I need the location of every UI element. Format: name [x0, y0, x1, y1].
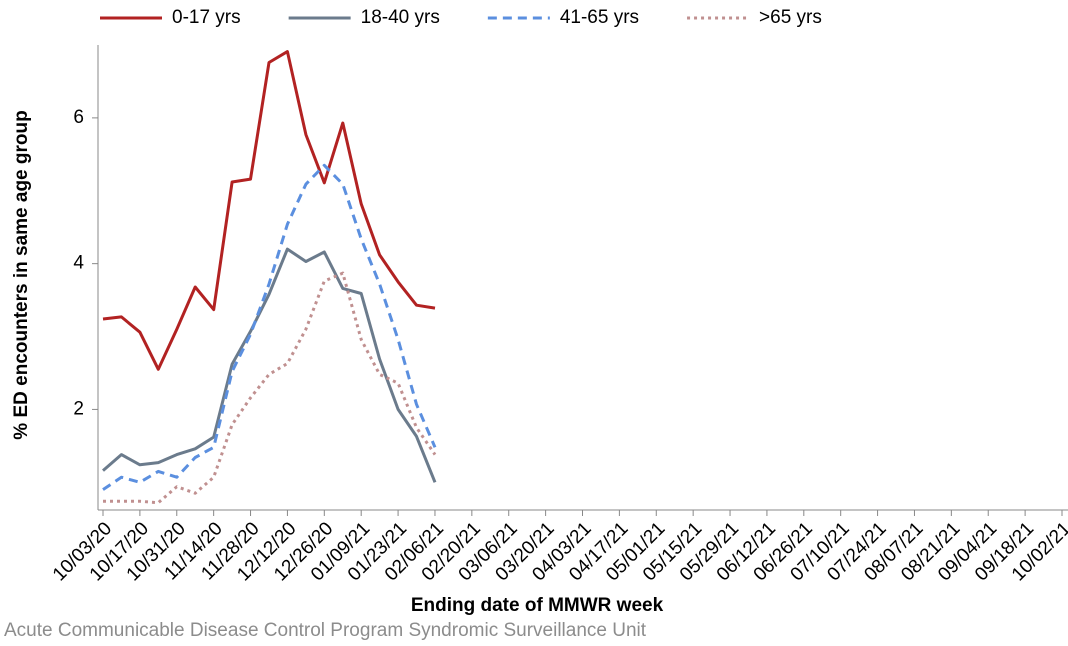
y-axis-title: % ED encounters in same age group	[11, 110, 32, 439]
legend-label: 41-65 yrs	[560, 7, 639, 28]
legend-label: >65 yrs	[759, 7, 822, 28]
series-line	[102, 50, 436, 371]
y-tick-label: 2	[73, 398, 84, 419]
x-axis-title: Ending date of MMWR week	[411, 595, 664, 616]
series-line	[102, 247, 437, 483]
series-line	[102, 163, 437, 491]
legend-label: 18-40 yrs	[361, 7, 440, 28]
series-line	[103, 271, 437, 505]
legend-label: 0-17 yrs	[172, 7, 241, 28]
source-note: Acute Communicable Disease Control Progr…	[4, 620, 647, 641]
y-tick-label: 6	[73, 107, 84, 128]
y-tick-label: 4	[73, 253, 84, 274]
